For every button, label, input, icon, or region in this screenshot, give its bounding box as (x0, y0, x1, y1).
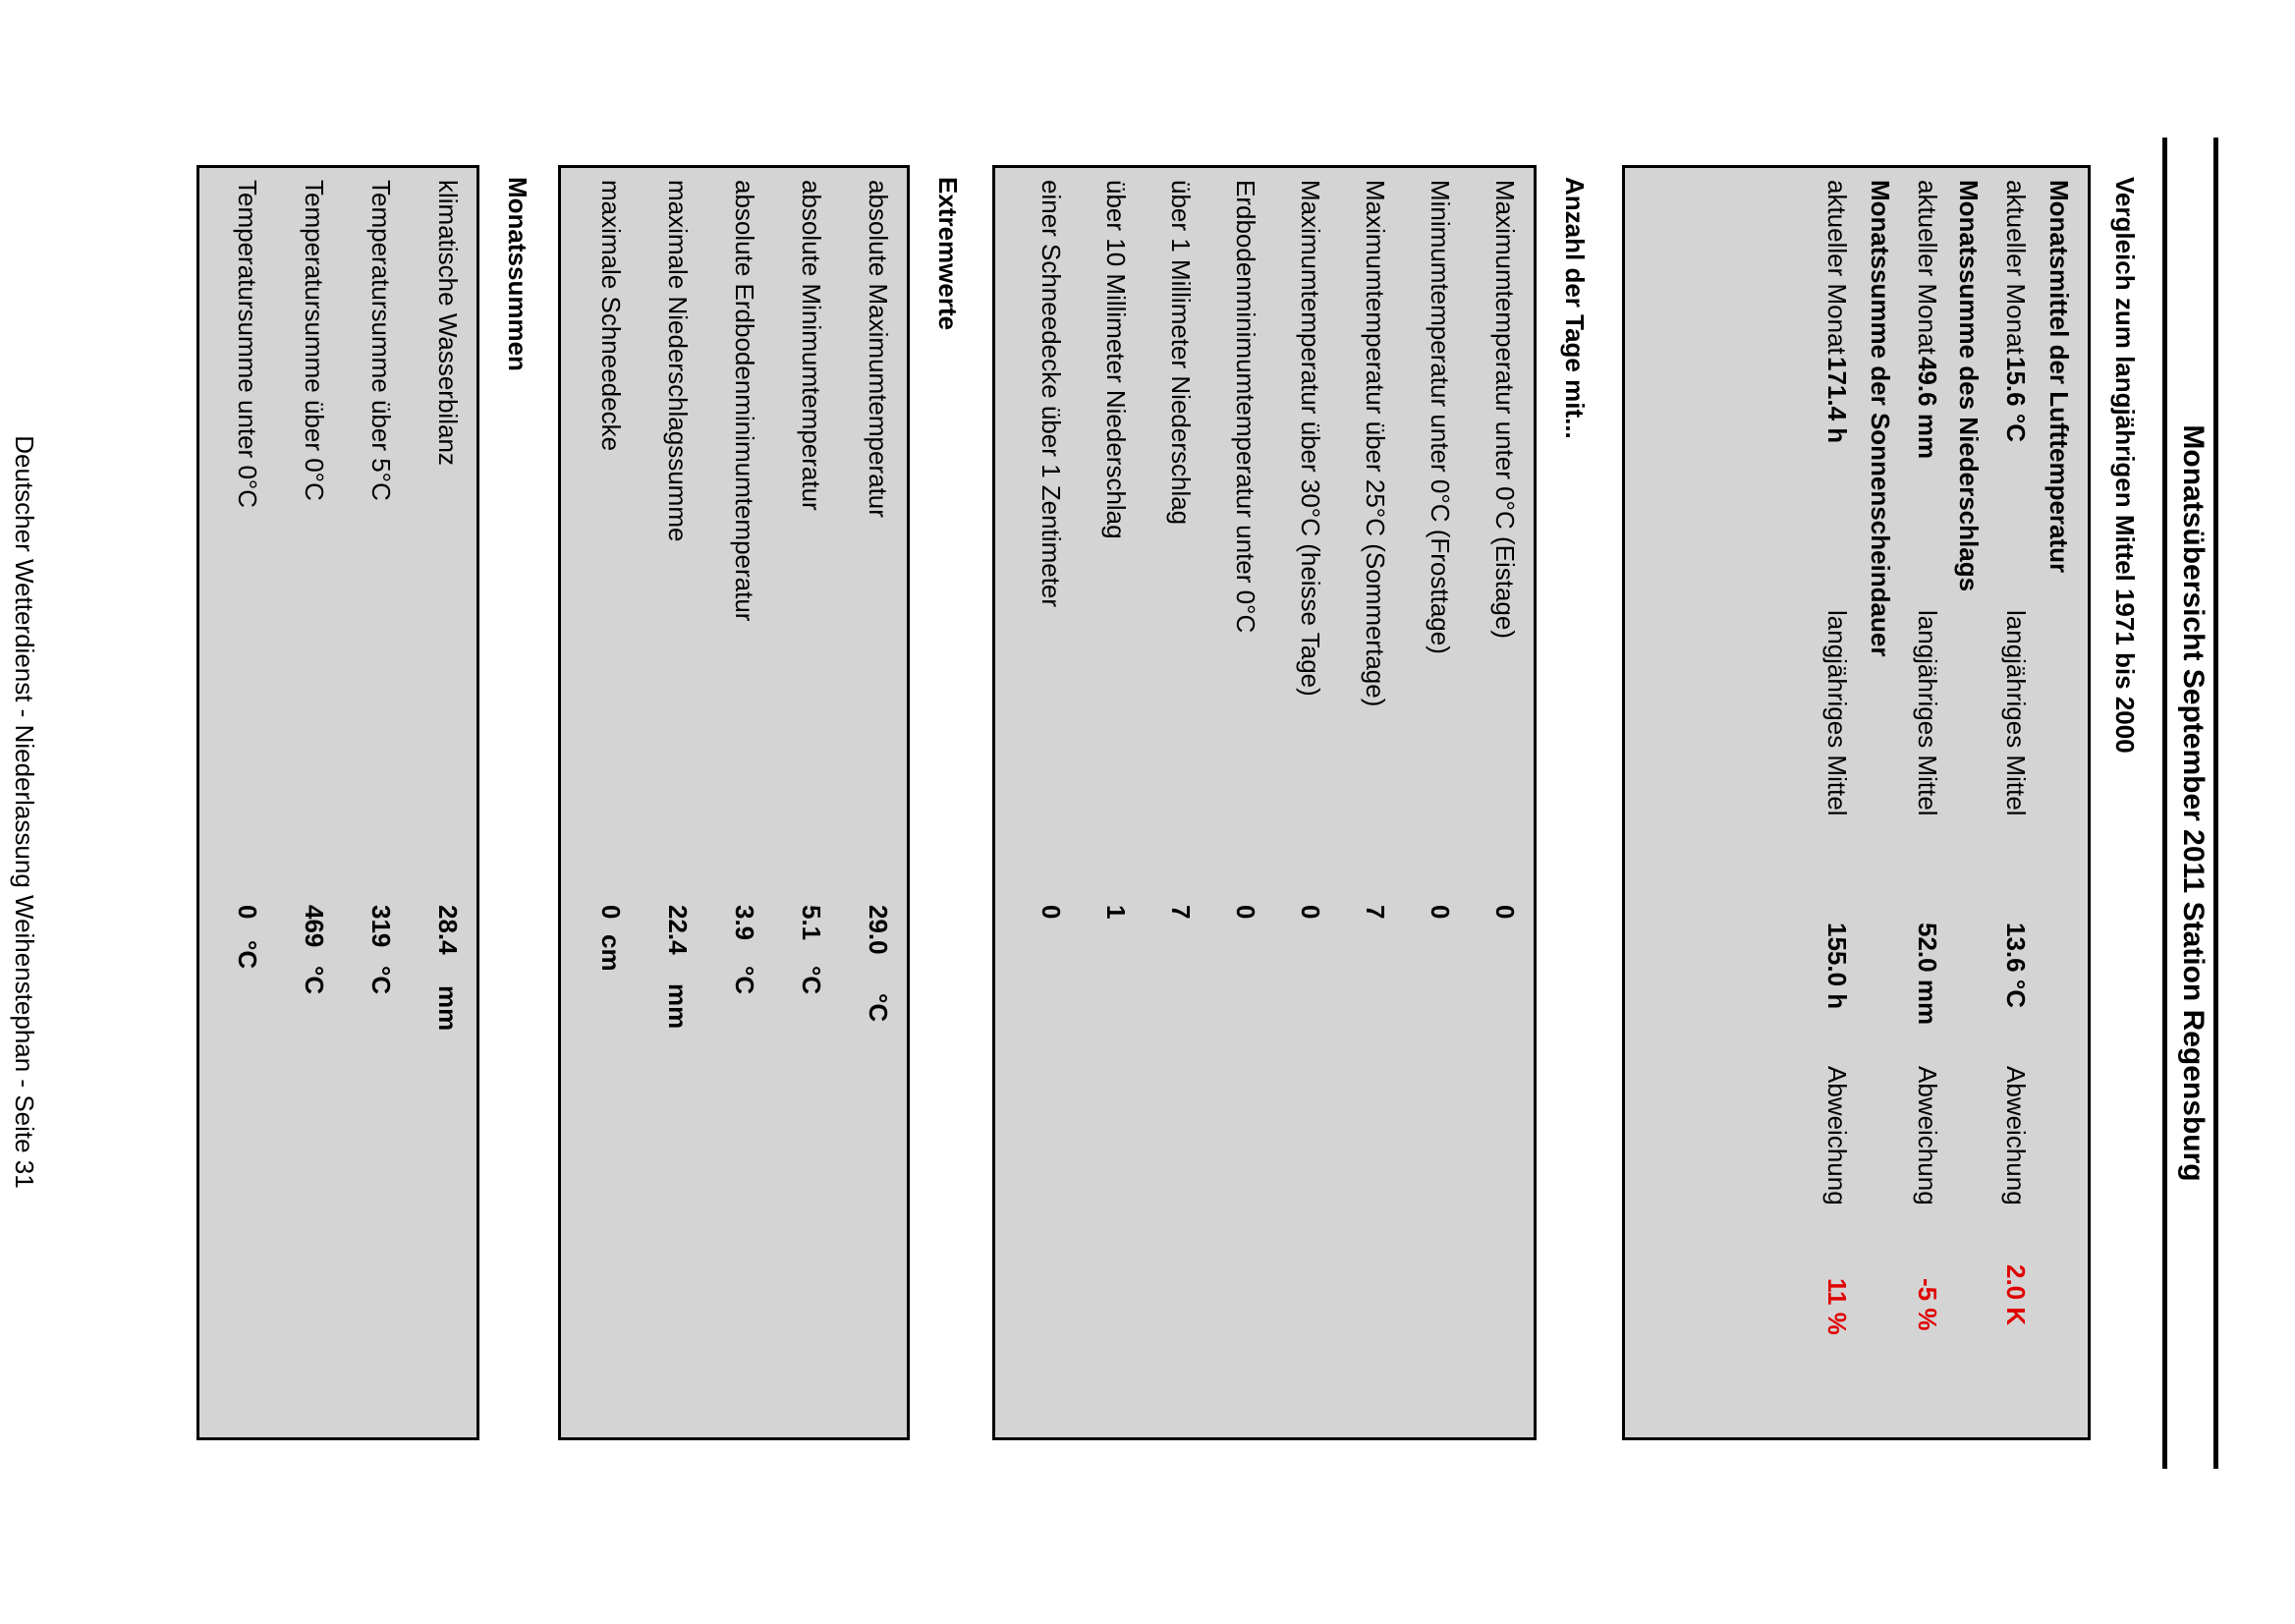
sums-value: 319 (366, 905, 396, 948)
sums-box: klimatische Wasserbilanz 28.4 mm Tempera… (196, 165, 479, 1440)
sums-label: Temperatursumme über 5°C (366, 180, 396, 501)
sums-unit: °C (233, 940, 262, 970)
extremes-label: absolute Maximumtemperatur (864, 180, 893, 518)
extremes-unit: °C (864, 993, 893, 1023)
extremes-label: absolute Minimumtemperatur (797, 180, 826, 511)
extremes-box: absolute Maximumtemperatur 29.0 °C absol… (558, 165, 910, 1440)
days-value: 0 (1490, 905, 1520, 920)
sums-heading: Monatssummen (503, 177, 532, 371)
extremes-heading: Extremwerte (933, 177, 963, 331)
days-label: einer Schneedecke über 1 Zentimeter (1036, 180, 1066, 608)
extremes-unit: °C (730, 966, 759, 995)
days-label: Erdbodenminimumtemperatur unter 0°C (1231, 180, 1260, 634)
extremes-value: 3.9 (730, 905, 759, 941)
sums-label: Temperatursumme unter 0°C (233, 180, 262, 509)
days-value: 0 (1036, 905, 1066, 920)
title-bottom-rule (2162, 138, 2167, 1469)
days-value: 0 (1296, 905, 1325, 920)
temp-deviation-value: 2.0 K (2001, 1264, 2031, 1326)
precip-current-value: 49.6 mm (1913, 357, 1942, 460)
precip-current-label: aktueller Monat (1913, 180, 1942, 355)
extremes-label: absolute Erdbodenminimumtemperatur (730, 180, 759, 622)
sun-current-value: 171.4 h (1822, 357, 1852, 444)
sun-longterm-label: langjähriges Mittel (1822, 610, 1852, 816)
extremes-value: 29.0 (864, 905, 893, 955)
days-heading: Anzahl der Tage mit... (1560, 177, 1590, 439)
sun-current-label: aktueller Monat (1822, 180, 1852, 355)
top-rule (2213, 138, 2218, 1469)
days-label: Minimumtemperatur unter 0°C (Frosttage) (1426, 180, 1455, 654)
days-value: 7 (1166, 905, 1196, 920)
temp-deviation-label: Abweichung (2001, 1066, 2031, 1205)
sun-longterm-value: 155.0 h (1822, 923, 1852, 1010)
days-value: 1 (1101, 905, 1131, 920)
precip-deviation-value: -5 % (1913, 1278, 1942, 1331)
precip-deviation-label: Abweichung (1913, 1066, 1942, 1205)
page-footer: Deutscher Wetterdienst - Niederlassung W… (10, 435, 39, 1189)
days-box: Maximumtemperatur unter 0°C (Eistage) 0 … (992, 165, 1537, 1440)
sums-value: 0 (233, 905, 262, 920)
extremes-unit: mm (663, 983, 693, 1030)
sums-value: 469 (300, 905, 329, 948)
days-label: Maximumtemperatur über 25°C (Sommertage) (1361, 180, 1390, 707)
days-value: 0 (1231, 905, 1260, 920)
temp-current-value: 15.6 °C (2001, 357, 2031, 443)
precip-longterm-value: 52.0 mm (1913, 923, 1942, 1026)
sums-unit: °C (300, 966, 329, 995)
sums-value: 28.4 (433, 905, 463, 955)
sums-unit: mm (433, 985, 463, 1032)
temp-current-label: aktueller Monat (2001, 180, 2031, 355)
days-label: Maximumtemperatur über 30°C (heisse Tage… (1296, 180, 1325, 697)
days-value: 7 (1361, 905, 1390, 920)
extremes-value: 22.4 (663, 905, 693, 955)
temp-heading: Monatsmittel der Lufttemperatur (2044, 180, 2074, 574)
days-label: Maximumtemperatur unter 0°C (Eistage) (1490, 180, 1520, 639)
temp-longterm-label: langjähriges Mittel (2001, 610, 2031, 816)
sums-label: klimatische Wasserbilanz (433, 180, 463, 466)
sun-heading: Monatssumme der Sonnenscheindauer (1866, 180, 1895, 657)
page-title: Monatsübersicht September 2011 Station R… (2177, 424, 2210, 1182)
days-label: über 1 Millimeter Niederschlag (1166, 180, 1196, 526)
extremes-value: 5.1 (797, 905, 826, 941)
sums-unit: °C (366, 966, 396, 995)
sums-label: Temperatursumme über 0°C (300, 180, 329, 501)
temp-longterm-value: 13.6 °C (2001, 923, 2031, 1009)
comparison-heading: Vergleich zum langjährigen Mittel 1971 b… (2110, 177, 2140, 754)
precip-longterm-label: langjähriges Mittel (1913, 610, 1942, 816)
precip-heading: Monatssumme des Niederschlags (1954, 180, 1984, 592)
sun-deviation-value: 11 % (1822, 1278, 1852, 1335)
sun-deviation-label: Abweichung (1822, 1066, 1852, 1205)
extremes-label: maximale Schneedecke (596, 180, 626, 452)
extremes-unit: cm (596, 934, 626, 972)
extremes-value: 0 (596, 905, 626, 920)
days-label: über 10 Millimeter Niederschlag (1101, 180, 1131, 539)
days-value: 0 (1426, 905, 1455, 920)
extremes-unit: °C (797, 966, 826, 995)
comparison-box: Monatsmittel der Lufttemperatur aktuelle… (1622, 165, 2091, 1440)
extremes-label: maximale Niederschlagssumme (663, 180, 693, 542)
